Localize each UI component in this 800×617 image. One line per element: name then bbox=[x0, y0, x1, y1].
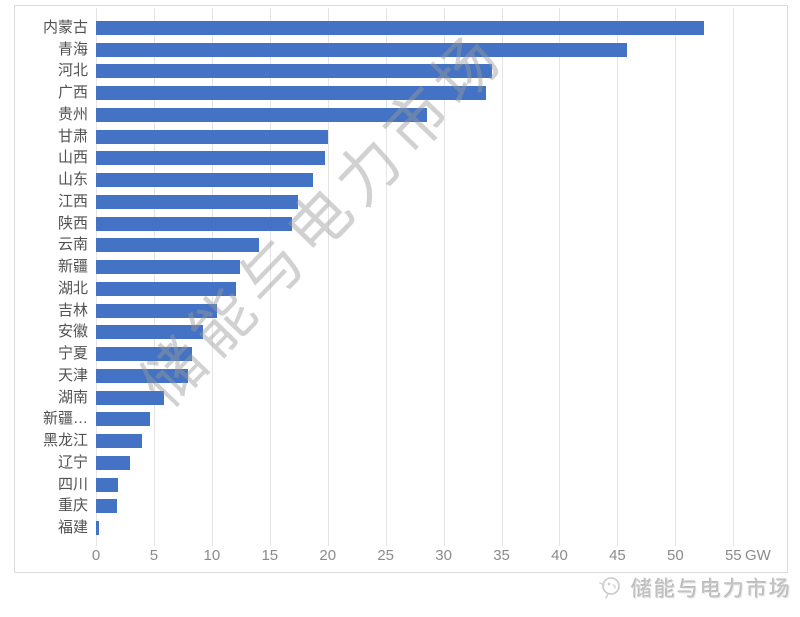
gridline bbox=[443, 8, 445, 546]
y-axis-label: 云南 bbox=[57, 236, 88, 254]
y-axis-label: 吉林 bbox=[57, 301, 88, 319]
gridline bbox=[269, 8, 271, 546]
y-axis-label: 湖南 bbox=[57, 388, 88, 406]
y-axis-label: 江西 bbox=[57, 192, 88, 210]
bar bbox=[96, 390, 165, 405]
bar bbox=[96, 347, 193, 362]
bar bbox=[96, 42, 627, 57]
y-axis-label: 河北 bbox=[57, 62, 88, 80]
gridline bbox=[675, 8, 677, 546]
bar bbox=[96, 238, 260, 253]
y-axis-label: 甘肃 bbox=[57, 127, 88, 145]
brand-logo: 储能与电力市场 bbox=[596, 572, 792, 604]
bar bbox=[96, 173, 313, 188]
gridline bbox=[211, 8, 213, 546]
x-tick-label: 5 bbox=[149, 547, 159, 564]
bar bbox=[96, 86, 487, 101]
x-tick-label: 55 bbox=[724, 547, 742, 564]
y-axis-label: 黑龙江 bbox=[42, 432, 88, 450]
gridline bbox=[733, 8, 735, 546]
y-axis-label: 天津 bbox=[57, 366, 88, 384]
bar bbox=[96, 368, 188, 383]
x-axis-unit-label: GW bbox=[745, 547, 771, 564]
x-tick-label: 30 bbox=[435, 547, 452, 564]
bar bbox=[96, 216, 292, 231]
gridline bbox=[501, 8, 503, 546]
bar bbox=[96, 455, 130, 470]
gridline bbox=[96, 8, 97, 546]
y-axis-label: 广西 bbox=[57, 84, 88, 102]
y-axis-label: 内蒙古 bbox=[42, 19, 88, 36]
bar bbox=[96, 499, 117, 514]
bar bbox=[96, 434, 143, 449]
bar bbox=[96, 281, 237, 296]
y-axis-label: 青海 bbox=[57, 40, 88, 58]
gridline bbox=[327, 8, 329, 546]
bar bbox=[96, 151, 326, 166]
y-axis-label: 新疆… bbox=[42, 410, 88, 428]
x-tick-label: 10 bbox=[203, 547, 221, 564]
y-axis-label: 辽宁 bbox=[57, 453, 88, 471]
y-axis-label: 山东 bbox=[57, 171, 88, 189]
y-axis-label: 湖北 bbox=[57, 279, 88, 297]
x-tick-label: 15 bbox=[261, 547, 279, 564]
bar bbox=[96, 521, 100, 536]
y-axis-label: 宁夏 bbox=[57, 345, 88, 363]
bar bbox=[96, 129, 328, 144]
gridline bbox=[617, 8, 619, 546]
bar bbox=[96, 21, 705, 35]
gridline bbox=[559, 8, 561, 546]
x-tick-label: 0 bbox=[91, 547, 101, 564]
y-axis-label: 重庆 bbox=[57, 497, 88, 515]
y-axis-label: 贵州 bbox=[57, 105, 88, 123]
x-tick-label: 20 bbox=[319, 547, 337, 564]
y-axis-label: 福建 bbox=[57, 519, 88, 537]
y-axis-label: 山西 bbox=[57, 149, 88, 167]
lightbulb-icon bbox=[599, 577, 620, 599]
bar bbox=[96, 107, 428, 122]
bar bbox=[96, 303, 217, 318]
y-axis-label: 陕西 bbox=[57, 214, 88, 232]
bar bbox=[96, 412, 151, 427]
x-tick-label: 25 bbox=[377, 547, 395, 564]
bar bbox=[96, 260, 240, 275]
x-tick-label: 50 bbox=[667, 547, 684, 564]
bar bbox=[96, 194, 298, 209]
x-tick-label: 45 bbox=[609, 547, 626, 564]
x-tick-label: 35 bbox=[493, 547, 510, 564]
bar bbox=[96, 477, 118, 492]
y-axis-label: 新疆 bbox=[57, 258, 88, 276]
gridline bbox=[153, 8, 155, 546]
brand-logo-text: 储能与电力市场 bbox=[631, 578, 792, 601]
y-axis-label: 四川 bbox=[57, 475, 88, 493]
y-axis-label: 安徽 bbox=[57, 323, 88, 341]
bar bbox=[96, 325, 203, 340]
x-tick-label: 40 bbox=[551, 547, 568, 564]
gridline bbox=[385, 8, 387, 546]
bar bbox=[96, 64, 493, 79]
